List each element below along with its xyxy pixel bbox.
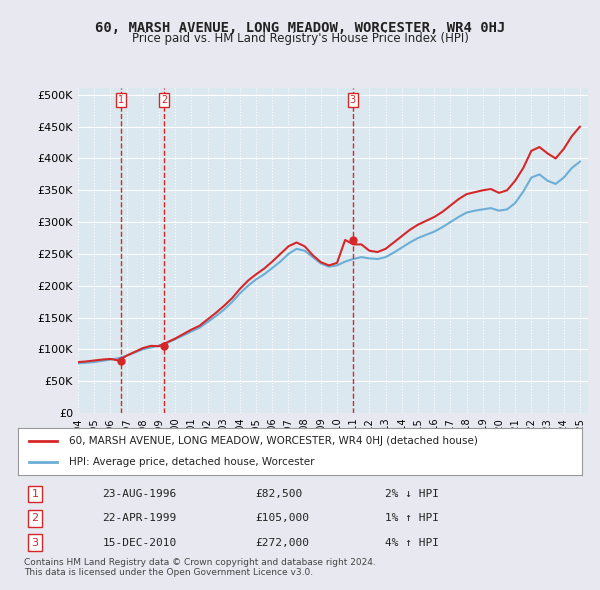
- Text: 22-APR-1999: 22-APR-1999: [103, 513, 177, 523]
- Text: £82,500: £82,500: [255, 489, 302, 499]
- Text: 2: 2: [31, 513, 38, 523]
- Text: Price paid vs. HM Land Registry's House Price Index (HPI): Price paid vs. HM Land Registry's House …: [131, 32, 469, 45]
- Text: 1: 1: [118, 95, 124, 105]
- Text: £272,000: £272,000: [255, 538, 309, 548]
- Text: 15-DEC-2010: 15-DEC-2010: [103, 538, 177, 548]
- Text: 60, MARSH AVENUE, LONG MEADOW, WORCESTER, WR4 0HJ (detached house): 60, MARSH AVENUE, LONG MEADOW, WORCESTER…: [69, 436, 478, 446]
- Text: 2% ↓ HPI: 2% ↓ HPI: [385, 489, 439, 499]
- Text: 23-AUG-1996: 23-AUG-1996: [103, 489, 177, 499]
- Text: 1% ↑ HPI: 1% ↑ HPI: [385, 513, 439, 523]
- Text: 2: 2: [161, 95, 167, 105]
- Text: 60, MARSH AVENUE, LONG MEADOW, WORCESTER, WR4 0HJ: 60, MARSH AVENUE, LONG MEADOW, WORCESTER…: [95, 21, 505, 35]
- Text: £105,000: £105,000: [255, 513, 309, 523]
- Text: 4% ↑ HPI: 4% ↑ HPI: [385, 538, 439, 548]
- Text: 1: 1: [31, 489, 38, 499]
- Text: 3: 3: [350, 95, 356, 105]
- Text: Contains HM Land Registry data © Crown copyright and database right 2024.
This d: Contains HM Land Registry data © Crown c…: [24, 558, 376, 577]
- Text: HPI: Average price, detached house, Worcester: HPI: Average price, detached house, Worc…: [69, 457, 314, 467]
- Text: 3: 3: [31, 538, 38, 548]
